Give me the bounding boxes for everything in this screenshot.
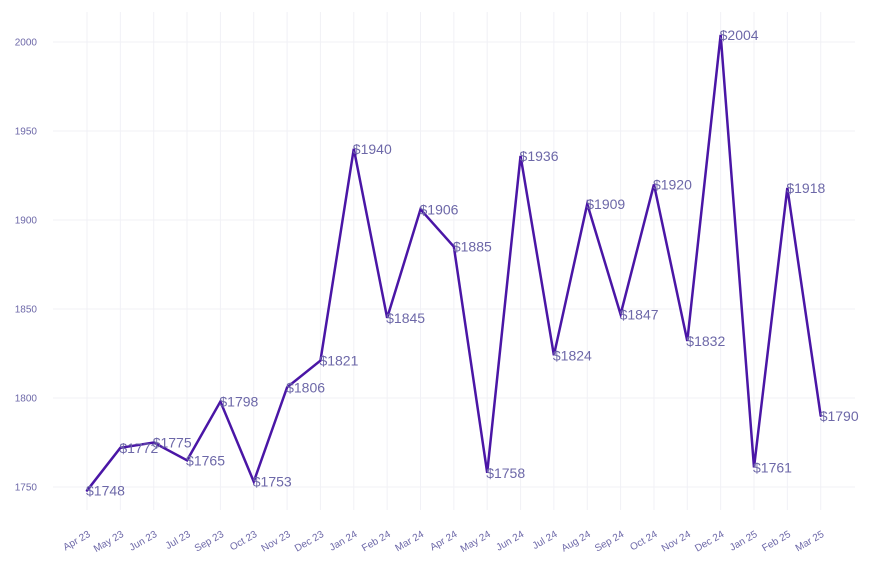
data-label: $1765 (186, 452, 225, 468)
y-tick-label: 1750 (15, 483, 38, 494)
data-label: $1845 (386, 310, 425, 326)
x-axis-ticks: Apr 23 May 23 Jun 23 Jul 23 Sep 23 Oct 23 Nov … (61, 529, 826, 555)
x-tick-label: Nov 23 (260, 529, 293, 555)
y-tick-label: 2000 (15, 38, 38, 49)
x-tick-label: Sep 24 (593, 529, 626, 555)
x-tick-label: Mar 24 (394, 529, 427, 554)
y-tick-label: 1800 (15, 394, 38, 405)
y-tick-label: 1950 (15, 127, 38, 138)
x-tick-label: Apr 23 (61, 529, 92, 553)
x-tick-label: Feb 25 (760, 529, 793, 554)
data-label: $1940 (353, 141, 392, 157)
y-axis-ticks: 1750 1800 1850 1900 1950 2000 (15, 38, 38, 494)
data-label: $1906 (420, 201, 459, 217)
x-tick-label: Jul 23 (164, 529, 193, 552)
x-tick-label: May 24 (459, 529, 493, 555)
data-label: $1775 (153, 435, 192, 451)
data-label: $1847 (620, 306, 659, 322)
data-label: $1798 (219, 394, 258, 410)
x-tick-label: Nov 24 (660, 529, 693, 555)
x-tick-label: Jan 25 (728, 529, 760, 554)
y-tick-label: 1850 (15, 305, 38, 316)
data-label: $1753 (253, 474, 292, 490)
x-tick-label: Dec 24 (693, 529, 726, 555)
data-label: $1920 (653, 176, 692, 192)
data-label: $1936 (520, 148, 559, 164)
data-label: $1772 (119, 440, 158, 456)
data-label: $1832 (686, 333, 725, 349)
data-label: $1758 (486, 465, 525, 481)
data-label: $1824 (553, 347, 592, 363)
data-label: $1885 (453, 239, 492, 255)
grid (53, 12, 855, 510)
x-tick-label: Dec 23 (293, 529, 326, 555)
x-tick-label: Sep 23 (193, 529, 226, 555)
data-label: $1918 (786, 180, 825, 196)
data-label: $1821 (319, 353, 358, 369)
series-line (85, 34, 822, 492)
x-tick-label: Aug 24 (560, 529, 593, 555)
x-tick-label: Jun 24 (495, 529, 527, 554)
x-tick-label: Jul 24 (531, 529, 560, 552)
y-tick-label: 1900 (15, 216, 38, 227)
x-tick-label: Mar 25 (794, 529, 827, 554)
x-tick-label: Oct 24 (628, 529, 659, 553)
x-tick-label: Jun 23 (128, 529, 160, 554)
x-tick-label: Apr 24 (428, 529, 459, 553)
x-tick-label: Feb 24 (360, 529, 393, 554)
x-tick-label: Oct 23 (228, 529, 259, 553)
data-label: $1909 (586, 196, 625, 212)
x-tick-label: Jan 24 (328, 529, 360, 554)
data-label: $1748 (86, 483, 125, 499)
data-label: $1806 (286, 379, 325, 395)
data-label: $2004 (720, 27, 759, 43)
data-label: $1790 (820, 408, 859, 424)
x-tick-label: May 23 (92, 529, 126, 555)
data-labels: $1748 $1772$1775$1765 $1798 $1753 $1806 $1821… (86, 27, 859, 499)
data-label: $1761 (753, 459, 792, 475)
